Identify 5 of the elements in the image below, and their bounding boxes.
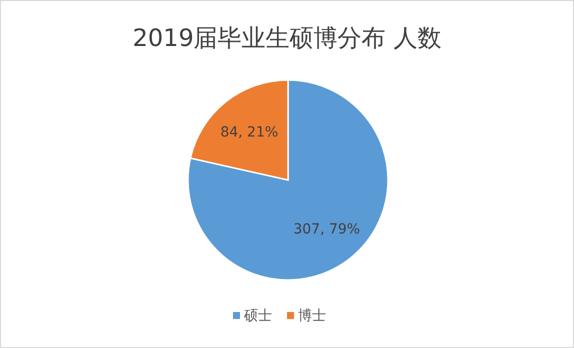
legend-label: 博士 bbox=[298, 308, 326, 324]
data-label: 307, 79% bbox=[293, 221, 360, 238]
data-label: 84, 21% bbox=[220, 124, 278, 141]
chart-title: 2019届毕业生硕博分布 人数 bbox=[132, 24, 442, 52]
legend-label: 硕士 bbox=[243, 308, 272, 324]
